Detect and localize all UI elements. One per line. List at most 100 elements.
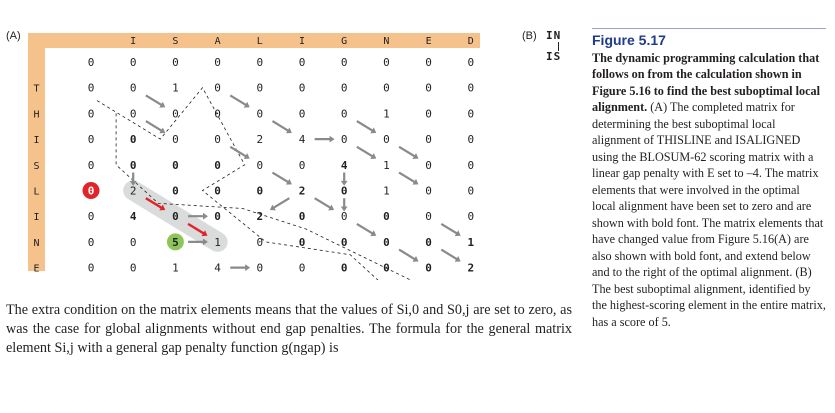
row-header-7: N [33, 238, 39, 249]
cell-5-0: 0 [88, 185, 95, 198]
cell-1-8: 0 [425, 82, 432, 95]
cell-6-0: 0 [88, 210, 95, 223]
traceback-arrow-11 [398, 171, 417, 184]
cell-1-1: 0 [130, 82, 137, 95]
traceback-arrowhead-6 [243, 153, 250, 159]
traceback-arrow-13 [356, 222, 375, 236]
cell-3-6: 0 [341, 133, 348, 146]
cell-2-5: 0 [299, 107, 306, 120]
traceback-arrowhead-13 [370, 230, 377, 237]
cell-8-4: 0 [256, 262, 263, 275]
cell-1-7: 0 [383, 82, 390, 95]
cell-2-8: 0 [425, 107, 432, 120]
column-header-7: N [383, 36, 389, 47]
cell-3-7: 0 [383, 133, 390, 146]
optimal-path-band [123, 180, 228, 252]
traceback-arrowhead-22 [202, 212, 208, 220]
panel-a-label: (A) [6, 30, 21, 42]
cell-5-6: 0 [341, 185, 348, 198]
cell-4-1: 0 [130, 159, 137, 172]
caption-bold-text: The dynamic programming calculation that… [592, 50, 820, 115]
cell-7-8: 0 [425, 236, 432, 249]
traceback-arrowhead-2 [243, 101, 250, 108]
panel-b-label: (B) [522, 30, 537, 42]
traceback-arrowhead-4 [370, 127, 377, 134]
cell-0-3: 0 [214, 56, 221, 69]
cell-4-9: 0 [467, 159, 474, 172]
traceback-arrowhead-0 [159, 101, 166, 108]
best-score-marker [166, 233, 184, 251]
alignment-top-row: I N [546, 30, 560, 42]
traceback-arrow-9 [314, 197, 333, 210]
changed-region-boundary-lower [115, 113, 412, 280]
traceback-arrow-1 [145, 120, 164, 133]
cell-4-4: 0 [256, 159, 263, 172]
traceback-arrowhead-1 [159, 127, 166, 134]
cell-7-0: 0 [88, 236, 95, 249]
traceback-arrowhead-16 [454, 255, 461, 262]
cell-0-0: 0 [88, 56, 95, 69]
traceback-arrowhead-15 [454, 230, 461, 237]
cell-1-2: 1 [172, 82, 179, 95]
alignment-match-bar [558, 42, 559, 51]
cell-0-5: 0 [299, 56, 306, 69]
cell-4-5: 0 [299, 159, 306, 172]
traceback-arrowhead-21 [340, 180, 348, 186]
cell-1-4: 0 [256, 82, 263, 95]
cell-6-3: 0 [214, 210, 221, 223]
cell-2-3: 0 [214, 107, 221, 120]
cell-0-6: 0 [341, 56, 348, 69]
cell-3-2: 0 [172, 133, 179, 146]
cell-4-0: 0 [88, 159, 95, 172]
traceback-arrowhead-19 [129, 180, 137, 186]
cell-3-8: 0 [425, 133, 432, 146]
cell-5-8: 0 [425, 185, 432, 198]
cell-0-1: 0 [130, 56, 137, 69]
cell-4-7: 1 [383, 159, 390, 172]
cell-5-9: 0 [467, 185, 474, 198]
cell-8-7: 0 [383, 262, 390, 275]
cell-6-6: 0 [341, 210, 348, 223]
cell-6-1: 4 [130, 210, 137, 223]
column-header-9: D [468, 36, 474, 47]
cell-8-2: 1 [172, 262, 179, 275]
figure-caption: Figure 5.17 The dynamic programming calc… [592, 28, 826, 330]
alignment-top-char-2: N [553, 29, 561, 42]
cell-5-5: 2 [299, 185, 306, 198]
cell-6-4: 2 [256, 210, 263, 223]
traceback-arrowhead-9 [328, 204, 335, 211]
column-header-8: E [426, 36, 432, 47]
cell-6-2: 0 [172, 210, 179, 223]
traceback-arrowhead-3 [285, 127, 292, 134]
cell-8-6: 0 [341, 262, 348, 275]
traceback-arrowhead-20 [340, 206, 348, 212]
cell-5-1: 2 [130, 185, 137, 198]
traceback-arrowhead-5 [412, 153, 419, 159]
cell-8-1: 0 [130, 262, 137, 275]
traceback-arrowhead-12 [269, 204, 276, 211]
cell-4-2: 0 [172, 159, 179, 172]
cell-3-4: 2 [256, 133, 263, 146]
path-arrow-0 [145, 197, 164, 210]
cell-2-0: 0 [88, 107, 95, 120]
changed-region-boundary-upper [96, 86, 379, 280]
traceback-arrow-7 [271, 171, 290, 184]
cell-7-9: 1 [467, 236, 474, 249]
cell-7-5: 0 [299, 236, 306, 249]
alignment-bottom-char-1: I [546, 50, 553, 63]
cell-7-1: 0 [130, 236, 137, 249]
column-header-band [28, 33, 480, 48]
cell-7-4: 0 [256, 236, 263, 249]
traceback-arrow-0 [145, 94, 164, 107]
cell-6-9: 0 [467, 210, 474, 223]
cell-2-7: 1 [383, 107, 390, 120]
column-header-5: I [299, 36, 305, 47]
traceback-arrowhead-18 [245, 264, 251, 271]
cell-8-0: 0 [88, 262, 95, 275]
path-arrowhead-1 [201, 230, 208, 237]
cell-5-7: 1 [383, 185, 390, 198]
path-start-marker [82, 182, 100, 199]
dp-matrix: I S A L I G N E D T H I S L I N E 0 0 0 0 0 0 0 0 0 0 0 0 1 0 0 0 0 0 0 0 0 0 0… [28, 33, 480, 280]
cell-3-1: 0 [130, 133, 137, 146]
column-header-2: S [172, 36, 178, 47]
